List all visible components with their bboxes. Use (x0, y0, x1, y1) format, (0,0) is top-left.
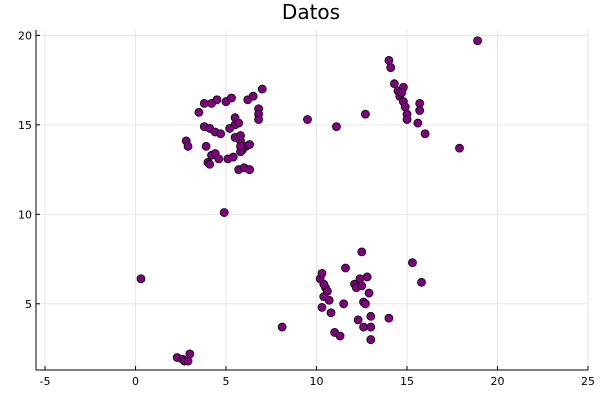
data-point (360, 109, 370, 119)
data-point (355, 274, 365, 284)
data-point (317, 302, 327, 312)
data-point (353, 315, 363, 325)
data-point (257, 84, 267, 94)
data-point (366, 322, 376, 332)
data-point (341, 263, 350, 273)
data-point (326, 308, 336, 318)
data-point (324, 295, 334, 305)
data-point (335, 331, 345, 341)
data-point (384, 56, 394, 65)
data-point (185, 349, 195, 359)
data-point (389, 79, 399, 89)
data-point (332, 122, 341, 132)
data-point (415, 106, 425, 115)
data-point (400, 102, 410, 112)
data-point (360, 299, 370, 309)
data-point (254, 115, 264, 124)
data-point (236, 131, 245, 140)
data-point (227, 93, 236, 103)
data-point (366, 311, 376, 321)
data-point (236, 141, 245, 151)
data-point (245, 165, 254, 174)
data-point (420, 129, 430, 139)
x-tick-label: 0 (132, 375, 139, 388)
data-point (339, 299, 349, 309)
data-point (234, 118, 244, 128)
data-point (473, 36, 483, 46)
data-point (277, 322, 287, 332)
data-point (201, 141, 211, 151)
grid (36, 30, 589, 370)
data-point (205, 159, 215, 169)
data-point (194, 107, 204, 117)
data-point (214, 154, 224, 164)
data-point (413, 118, 423, 128)
x-tick-label: -5 (40, 375, 51, 388)
data-point (364, 288, 374, 298)
data-point (248, 91, 258, 101)
data-point (362, 272, 372, 282)
data-point (228, 152, 238, 162)
data-point (225, 124, 235, 133)
data-point (402, 115, 412, 124)
data-point (366, 335, 376, 344)
x-tick-label: 20 (491, 375, 505, 388)
data-point (245, 140, 254, 149)
data-point (384, 313, 394, 323)
data-point (357, 281, 367, 291)
data-point (216, 129, 226, 139)
y-tick-label: 20 (18, 29, 32, 42)
y-tick-label: 15 (18, 119, 32, 132)
data-point (317, 268, 327, 278)
data-point (397, 88, 406, 98)
data-point (319, 279, 329, 289)
axes: -5 0 5 10 15 20 25 5 10 15 20 (18, 29, 595, 388)
chart-title: Datos (282, 0, 340, 24)
data-point (386, 63, 396, 72)
data-points (136, 36, 483, 366)
data-point (199, 98, 209, 108)
data-point (183, 141, 193, 151)
x-tick-label: 15 (400, 375, 414, 388)
x-tick-label: 25 (581, 375, 595, 388)
data-point (359, 322, 368, 332)
x-tick-label: 10 (310, 375, 324, 388)
data-point (303, 115, 312, 124)
data-point (183, 356, 193, 366)
data-point (455, 143, 464, 153)
data-point (212, 95, 222, 105)
data-point (136, 274, 146, 284)
data-point (357, 247, 367, 257)
data-point (417, 277, 426, 287)
y-tick-label: 5 (25, 298, 32, 311)
data-point (408, 258, 417, 268)
x-tick-label: 5 (223, 375, 230, 388)
data-point (219, 208, 229, 217)
y-tick-label: 10 (18, 208, 32, 221)
